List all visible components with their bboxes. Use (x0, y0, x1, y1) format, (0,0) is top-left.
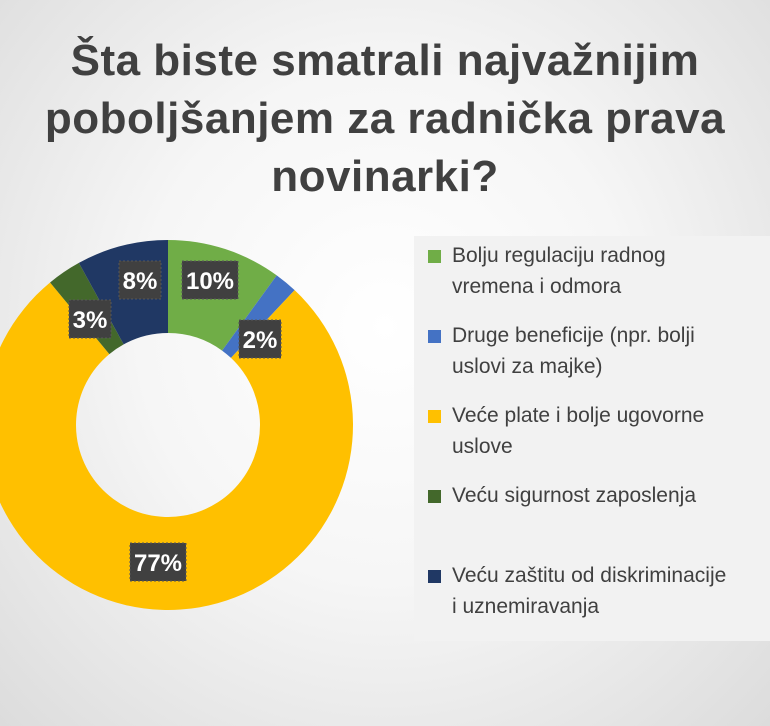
legend-item: Druge beneficije (npr. bolji uslovi za m… (428, 320, 770, 382)
data-label: 10% (181, 260, 239, 300)
legend-item: Veću sigurnost zaposlenja (428, 480, 770, 511)
data-label: 77% (129, 542, 187, 582)
legend-swatch (428, 330, 441, 343)
chart-title: Šta biste smatrali najvažnijim poboljšan… (44, 36, 726, 201)
legend-item: Bolju regulaciju radnog vremena i odmora (428, 240, 770, 302)
chart-legend: Bolju regulaciju radnog vremena i odmora… (414, 236, 770, 641)
legend-swatch (428, 410, 441, 423)
donut-slice (0, 282, 353, 611)
legend-swatch (428, 250, 441, 263)
data-label: 2% (238, 319, 282, 359)
data-label-text: 2% (243, 327, 278, 354)
legend-label: Veću zaštitu od diskriminacije i uznemir… (452, 564, 727, 618)
legend-label: Druge beneficije (npr. bolji uslovi za m… (452, 324, 695, 378)
legend-label: Bolju regulaciju radnog vremena i odmora (452, 244, 666, 298)
data-label-text: 3% (73, 307, 108, 334)
data-label-box (68, 299, 112, 339)
data-label: 8% (118, 260, 162, 300)
data-label-text: 8% (123, 268, 158, 295)
data-label-box (129, 542, 187, 582)
legend-item: Veće plate i bolje ugovorne uslove (428, 400, 770, 462)
legend-item: Veću zaštitu od diskriminacije i uznemir… (428, 560, 770, 622)
legend-label: Veće plate i bolje ugovorne uslove (452, 404, 705, 458)
data-label-text: 77% (134, 550, 182, 577)
data-label-text: 10% (186, 268, 234, 295)
data-label-box (181, 260, 239, 300)
legend-label: Veću sigurnost zaposlenja (452, 484, 696, 507)
data-label: 3% (68, 299, 112, 339)
legend-swatch (428, 490, 441, 503)
data-label-box (118, 260, 162, 300)
data-label-box (238, 319, 282, 359)
legend-swatch (428, 570, 441, 583)
